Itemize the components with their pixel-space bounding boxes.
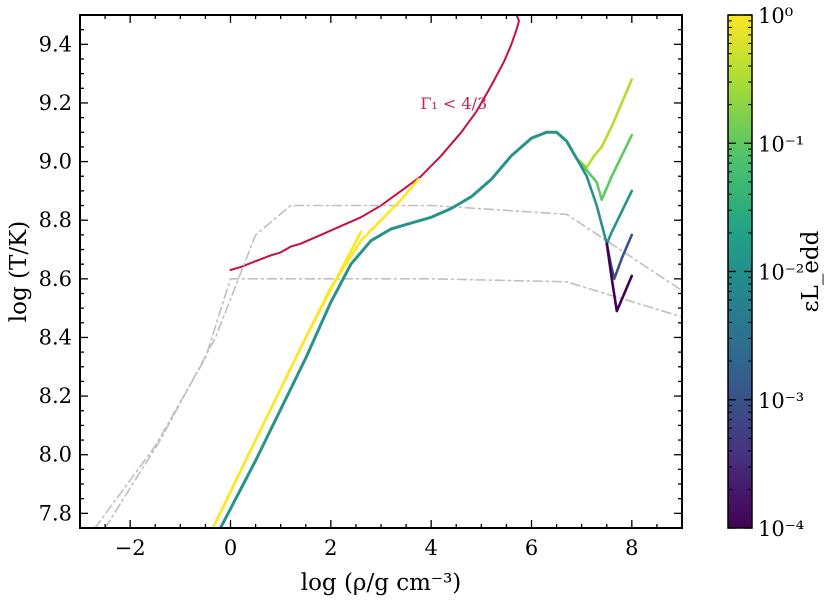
y-tick-label: 8.2 [39, 384, 72, 408]
series-line-1 [104, 204, 682, 528]
series-line-10 [605, 242, 634, 313]
y-tick-label: 8.6 [39, 267, 72, 291]
y-tick-label: 8.8 [39, 208, 72, 232]
y-tick-label: 7.8 [39, 501, 72, 525]
cb-tick-label: 10⁻³ [758, 389, 804, 413]
plot-frame [79, 14, 683, 529]
label-layer: −2 0 2 4 6 8 7.8 8.0 8.2 8.4 8.6 8.8 9.0 9.2 9.4 [39, 32, 639, 560]
x-tick-label: 4 [424, 536, 437, 560]
series-line-5 [219, 130, 579, 528]
x-axis-label: log (ρ/g cm⁻³) [301, 570, 462, 596]
colorbar-label: εL_edd [798, 230, 824, 312]
x-tick-label: 6 [525, 536, 538, 560]
x-tick-label: −2 [115, 536, 146, 560]
y-tick-label: 9.4 [39, 32, 72, 56]
y-tick-label: 9.2 [39, 91, 72, 115]
x-tick-label: 0 [224, 536, 237, 560]
cb-tick-label: 10⁻⁴ [758, 517, 804, 541]
cb-tick-label: 10⁻¹ [758, 132, 804, 156]
annotation-gamma: Γ₁ < 4/3 [420, 94, 487, 113]
cb-tick-label: 10⁻² [758, 261, 804, 285]
series-line-6 [575, 78, 634, 169]
series-line-0 [229, 15, 520, 271]
series-line-8 [575, 157, 634, 245]
series-layer [94, 15, 682, 528]
colorbar-ticks: 10⁰ 10⁻¹ 10⁻² 10⁻³ 10⁻⁴ [728, 4, 804, 541]
series-line-2 [94, 278, 682, 528]
y-tick-label: 9.0 [39, 150, 72, 174]
series-line-4 [211, 177, 420, 528]
x-tick-label: 2 [324, 536, 337, 560]
y-axis-label: log (T/K) [6, 221, 32, 322]
series-line-7 [575, 133, 634, 201]
cb-tick-label: 10⁰ [758, 4, 793, 28]
x-tick-label: 8 [625, 536, 638, 560]
y-tick-label: 8.4 [39, 325, 72, 349]
tick-layer [80, 14, 682, 529]
y-tick-label: 8.0 [39, 443, 72, 467]
